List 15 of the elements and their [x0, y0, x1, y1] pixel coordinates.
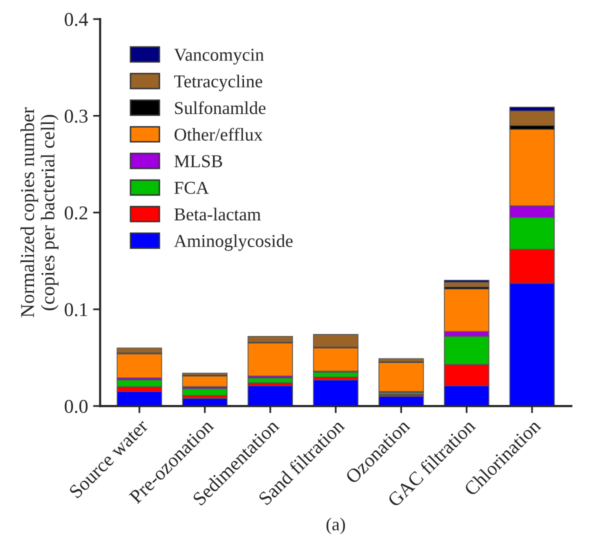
- text: (a): [326, 518, 345, 534]
- legend-label: Other/efflux: [174, 128, 263, 141]
- legend-label: Sulfonamlde: [175, 101, 266, 114]
- legend-label: Vancomycin: [174, 48, 264, 65]
- legend-label: Aminoglycoside: [174, 234, 293, 251]
- y-tick-label: 0.2: [64, 206, 88, 220]
- legend-label: Beta-lactam: [174, 208, 261, 221]
- y-tick-label: 0.4: [64, 12, 88, 26]
- y-axis-title: Normalized copies number (copies per bacterial cell): [20, 107, 58, 318]
- legend-label: Tetracycline: [174, 74, 262, 92]
- y-tick-label: 0.1: [64, 303, 88, 316]
- legend-label: MLSB: [174, 155, 222, 168]
- y-tick-label: 0.3: [64, 110, 88, 123]
- y-tick-label: 0.0: [64, 400, 88, 414]
- legend-label: FCA: [174, 182, 209, 194]
